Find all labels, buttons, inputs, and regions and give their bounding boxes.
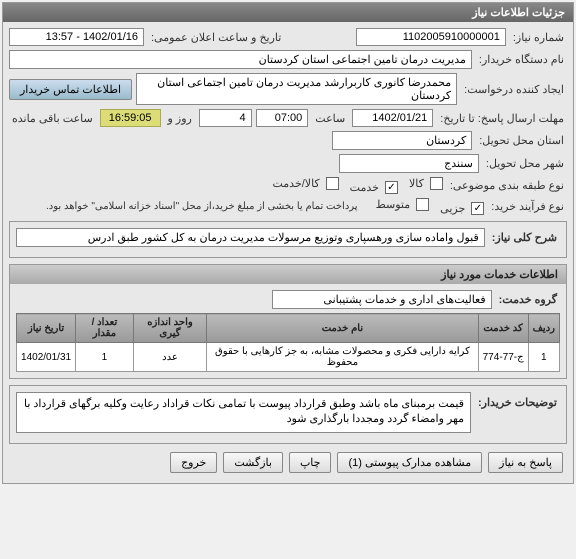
city-value: سنندج <box>339 154 479 173</box>
process-option-0[interactable]: جزیی <box>437 202 484 215</box>
subject-option-2[interactable]: کالا/خدمت <box>269 177 338 190</box>
table-header-cell: ردیف <box>528 314 559 343</box>
buyer-notes-label: توضیحات خریدار: <box>475 392 560 409</box>
requester-value: محمدرضا کانوری کاربرارشد مدیریت درمان تا… <box>136 73 457 105</box>
attachments-button[interactable]: مشاهده مدارک پیوستی (1) <box>337 452 482 473</box>
checkbox-icon[interactable] <box>471 202 484 215</box>
buyer-notes-subpanel: توضیحات خریدار: قیمت برمبنای ماه باشد وط… <box>9 385 567 444</box>
city-label: شهر محل تحویل: <box>483 157 567 170</box>
table-header-cell: نام خدمت <box>207 314 478 343</box>
reply-button[interactable]: پاسخ به نیاز <box>488 452 563 473</box>
process-option-label: جزیی <box>437 202 468 215</box>
process-option-label: متوسط <box>373 198 414 211</box>
table-cell: 1402/01/31 <box>17 343 76 372</box>
subject-option-label: کالا/خدمت <box>269 177 322 190</box>
deadline-time-label: ساعت <box>312 112 348 125</box>
table-header-cell: واحد اندازه گیری <box>133 314 206 343</box>
service-group-label: گروه خدمت: <box>496 293 560 306</box>
exit-button[interactable]: خروج <box>170 452 217 473</box>
requester-label: ایجاد کننده درخواست: <box>461 83 567 96</box>
deadline-time: 07:00 <box>256 109 309 127</box>
process-note: پرداخت تمام یا بخشی از مبلغ خرید،از محل … <box>43 201 361 212</box>
table-cell: عدد <box>133 343 206 372</box>
checkbox-icon[interactable] <box>416 198 429 211</box>
table-cell: ج-77-774 <box>478 343 528 372</box>
panel-title: جزئیات اطلاعات نیاز <box>3 3 573 22</box>
province-label: استان محل تحویل: <box>476 134 567 147</box>
contact-buyer-button[interactable]: اطلاعات تماس خریدار <box>9 79 132 100</box>
desc-label: شرح کلی نیاز: <box>489 231 560 244</box>
process-type-label: نوع فرآیند خرید: <box>488 200 567 213</box>
service-group-value: فعالیت‌های اداری و خدمات پشتیبانی <box>272 290 492 309</box>
footer-buttons: پاسخ به نیاز مشاهده مدارک پیوستی (1) چاپ… <box>9 444 567 477</box>
buyer-value: مدیریت درمان تامین اجتماعی استان کردستان <box>9 50 472 69</box>
print-button[interactable]: چاپ <box>289 452 332 473</box>
subject-type-row: نوع طبقه بندی موضوعی: کالا خدمت کالا/خدمت <box>9 177 567 194</box>
deadline-remain-label: ساعت باقی مانده <box>9 112 96 125</box>
back-button[interactable]: بازگشت <box>223 452 283 473</box>
deadline-days: 4 <box>199 109 252 127</box>
deadline-days-label: روز و <box>165 112 195 125</box>
checkbox-icon[interactable] <box>385 181 398 194</box>
need-number-value: 1102005910000001 <box>356 28 506 46</box>
desc-value: قبول واماده سازی ورهسپاری وتوزیع مرسولات… <box>16 228 485 247</box>
announce-date-label: تاریخ و ساعت اعلان عمومی: <box>148 31 284 44</box>
subject-option-0[interactable]: کالا <box>406 177 443 190</box>
process-type-row: نوع فرآیند خرید: جزیی متوسط پرداخت تمام ی… <box>9 198 567 215</box>
table-header-cell: تاریخ نیاز <box>17 314 76 343</box>
table-cell: کرایه دارایی فکری و محصولات مشابه، به جز… <box>207 343 478 372</box>
deadline-date: 1402/01/21 <box>352 109 433 127</box>
services-subpanel: اطلاعات خدمات مورد نیاز گروه خدمت: فعالی… <box>9 264 567 379</box>
subject-option-label: خدمت <box>347 181 382 194</box>
need-details-panel: جزئیات اطلاعات نیاز شماره نیاز: 11020059… <box>2 2 574 484</box>
panel-body: شماره نیاز: 1102005910000001 تاریخ و ساع… <box>3 22 573 483</box>
subject-type-label: نوع طبقه بندی موضوعی: <box>447 179 567 192</box>
announce-date-value: 1402/01/16 - 13:57 <box>9 28 144 46</box>
table-cell: 1 <box>528 343 559 372</box>
subject-option-label: کالا <box>406 177 427 190</box>
table-header-cell: تعداد / مقدار <box>76 314 134 343</box>
need-number-label: شماره نیاز: <box>510 31 567 44</box>
checkbox-icon[interactable] <box>430 177 443 190</box>
deadline-label: مهلت ارسال پاسخ: تا تاریخ: <box>437 112 567 125</box>
subject-option-1[interactable]: خدمت <box>347 181 398 194</box>
buyer-label: نام دستگاه خریدار: <box>476 53 567 66</box>
process-option-1[interactable]: متوسط <box>373 198 430 211</box>
table-cell: 1 <box>76 343 134 372</box>
desc-subpanel: شرح کلی نیاز: قبول واماده سازی ورهسپاری … <box>9 221 567 258</box>
buyer-notes-value: قیمت برمبنای ماه باشد وطبق قرارداد پیوست… <box>16 392 471 433</box>
checkbox-icon[interactable] <box>326 177 339 190</box>
table-row: 1ج-77-774کرایه دارایی فکری و محصولات مشا… <box>17 343 560 372</box>
services-table: ردیفکد خدمتنام خدمتواحد اندازه گیریتعداد… <box>16 313 560 372</box>
table-header-cell: کد خدمت <box>478 314 528 343</box>
services-header: اطلاعات خدمات مورد نیاز <box>10 265 566 284</box>
province-value: کردستان <box>332 131 472 150</box>
deadline-remaining: 16:59:05 <box>100 109 161 127</box>
